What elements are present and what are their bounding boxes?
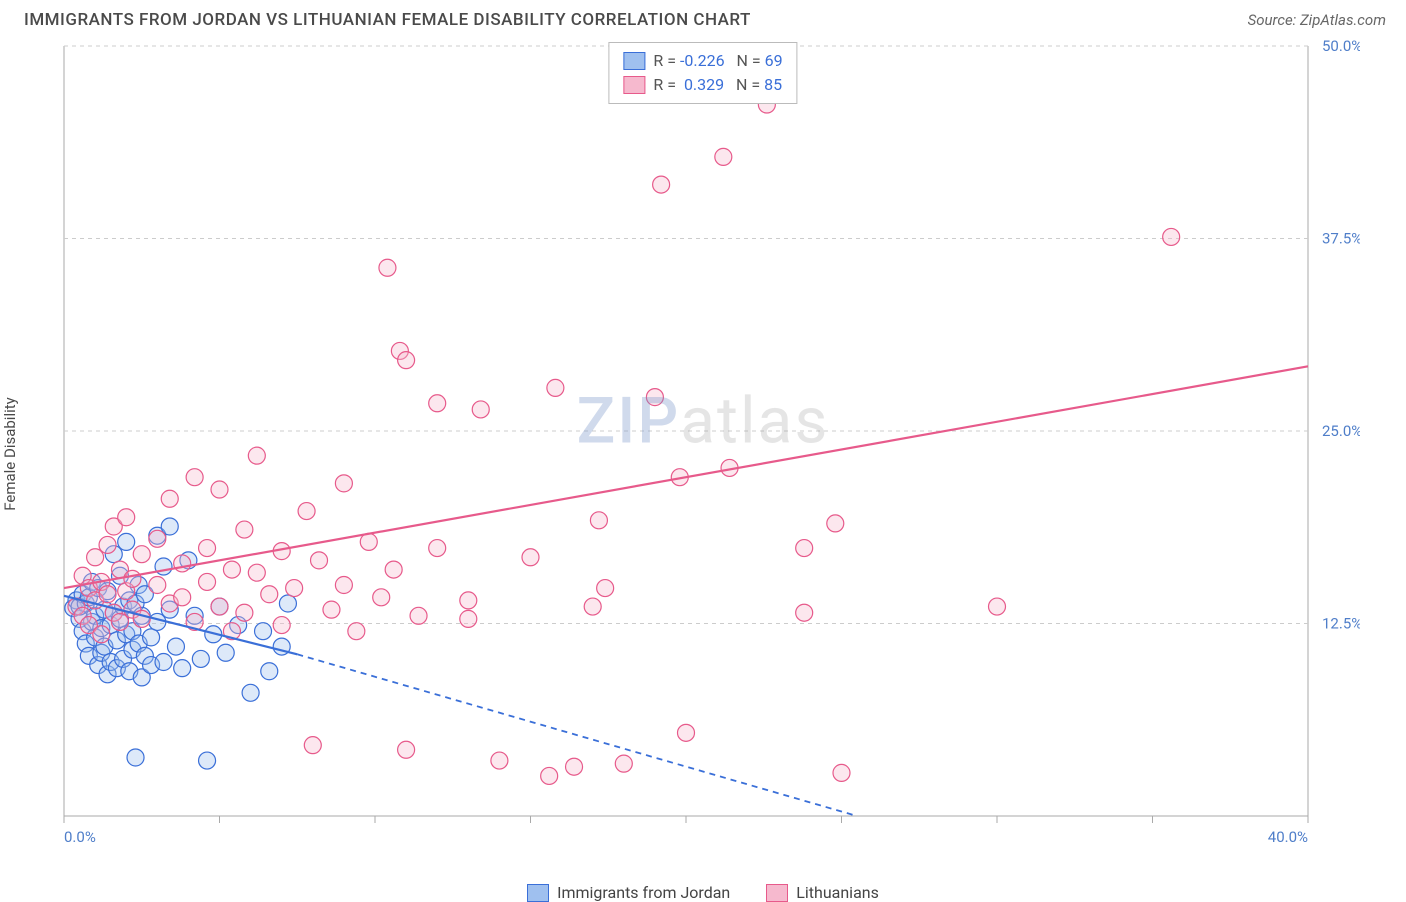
svg-text:12.5%: 12.5% xyxy=(1322,615,1360,633)
svg-text:0.0%: 0.0% xyxy=(64,828,96,846)
legend-swatch xyxy=(623,52,645,70)
svg-text:37.5%: 37.5% xyxy=(1322,230,1360,248)
legend-stat-row: R = 0.329 N = 85 xyxy=(623,73,782,97)
svg-text:40.0%: 40.0% xyxy=(1268,828,1308,846)
legend-label: Immigrants from Jordan xyxy=(557,883,730,902)
chart-header: IMMIGRANTS FROM JORDAN VS LITHUANIAN FEM… xyxy=(0,0,1406,34)
chart-title: IMMIGRANTS FROM JORDAN VS LITHUANIAN FEM… xyxy=(24,10,751,30)
chart-area: Female Disability 12.5%25.0%37.5%50.0%0.… xyxy=(20,40,1386,868)
series-legend: Immigrants from Jordan Lithuanians xyxy=(20,883,1386,902)
legend-stat-row: R = -0.226 N = 69 xyxy=(623,49,782,73)
scatter-plot: 12.5% 25.0% 37.5% 50.0% 0.0% 40.0% xyxy=(20,40,1360,868)
legend-swatch xyxy=(527,884,549,902)
svg-text:25.0%: 25.0% xyxy=(1322,422,1360,440)
series-legend-item: Lithuanians xyxy=(766,883,879,902)
correlation-legend: R = -0.226 N = 69R = 0.329 N = 85 xyxy=(608,42,797,104)
chart-source: Source: ZipAtlas.com xyxy=(1248,11,1386,29)
y-axis-label: Female Disability xyxy=(1,397,19,511)
svg-text:50.0%: 50.0% xyxy=(1322,40,1360,55)
legend-label: Lithuanians xyxy=(796,883,879,902)
series-legend-item: Immigrants from Jordan xyxy=(527,883,730,902)
legend-swatch xyxy=(766,884,788,902)
legend-swatch xyxy=(623,76,645,94)
